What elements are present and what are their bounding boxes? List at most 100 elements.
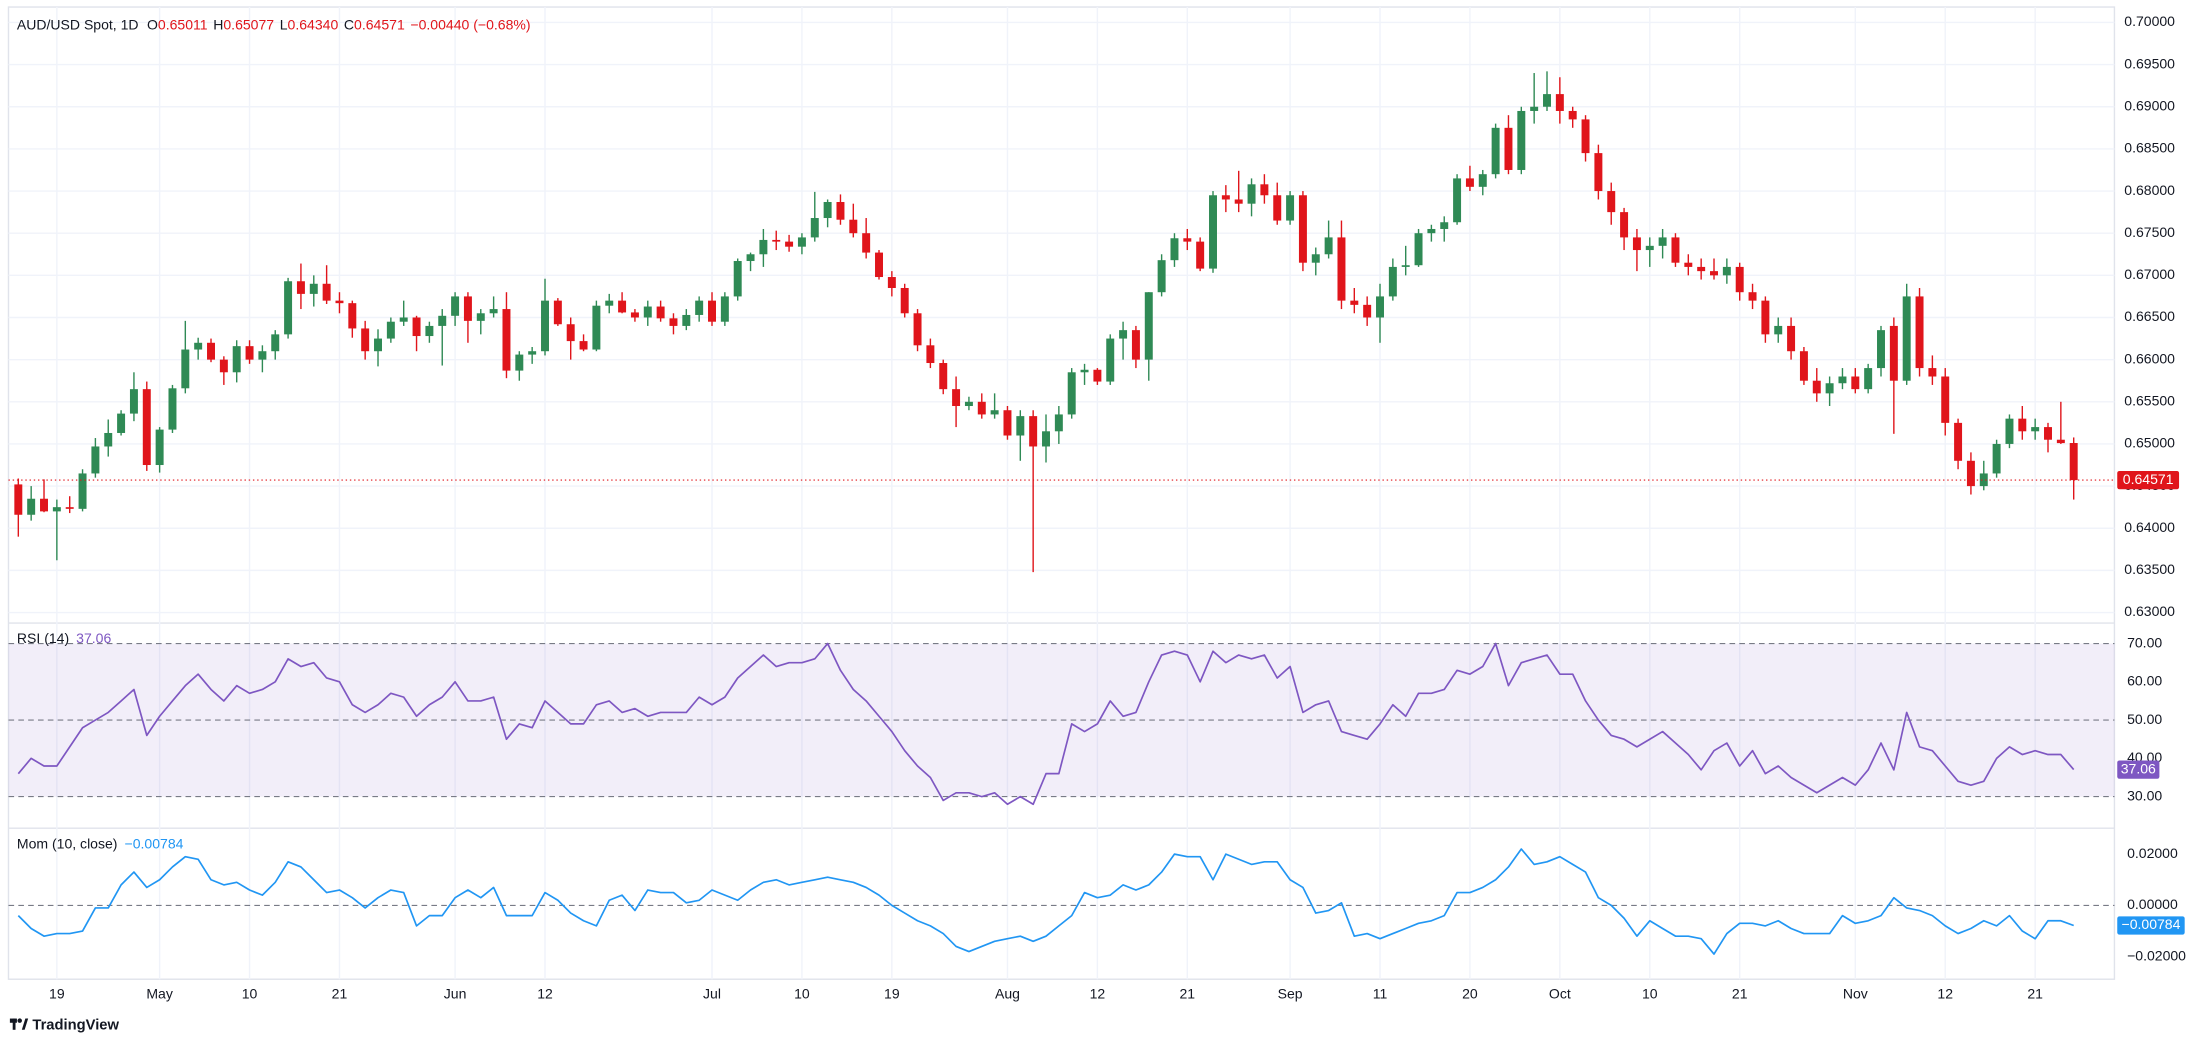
candle-body [1465,178,1474,187]
candle-body [1697,266,1706,272]
candle-body [1324,237,1333,255]
indicator-value: 37.06 [76,630,111,646]
indicator-value-box [2117,760,2160,779]
candle-body [1594,153,1603,192]
candle-body [476,313,485,321]
candle-body [1954,422,1963,461]
indicator-value-box [2117,916,2185,935]
candle-body [566,324,575,342]
candle-body [952,389,961,407]
candle-body [836,202,845,220]
legend-key: C [344,16,354,32]
candle-body [1067,372,1076,415]
candle-body [142,389,151,466]
candle-body [1555,94,1564,111]
candle-body [1722,266,1731,276]
candle-body [1928,368,1937,377]
candle-body [2018,418,2027,432]
y-tick-label: 0.00000 [2127,896,2178,912]
candle-body [194,342,203,350]
candle-body [1144,292,1153,360]
y-tick-label: 70.00 [2127,634,2162,650]
indicator-title: RSI (14) [17,630,69,646]
candle-body [284,281,293,335]
candle-body [271,334,280,352]
x-tick-label: Sep [1278,985,1303,1001]
candle-body [1761,300,1770,335]
candle-body [1581,119,1590,154]
candle-body [348,303,357,329]
candle-body [27,498,36,515]
x-tick-label: 19 [49,985,65,1001]
candle-body [1748,292,1757,301]
y-tick-label: 0.63500 [2124,561,2175,577]
candle-body [1106,338,1115,382]
candle-body [91,446,100,474]
candle-body [1119,330,1128,339]
candle-body [1054,414,1063,432]
y-tick-label: 0.66000 [2124,350,2175,366]
indicator-line [17,642,2075,806]
candle-body [1427,228,1436,234]
candle-body [1042,431,1050,447]
x-tick-label: Oct [1549,985,1571,1001]
y-tick-label: 0.69000 [2124,97,2175,113]
y-tick-label: 0.68000 [2124,182,2175,198]
candle-body [1658,237,1667,246]
candle-body [335,300,344,304]
candle-body [1851,376,1860,390]
x-tick-label: 12 [1937,985,1953,1001]
candle-body [823,202,832,219]
candle-body [258,351,267,360]
candle-body [605,300,614,306]
candle-body [528,351,537,355]
candle-body [1504,127,1513,170]
candle-body [682,314,691,326]
candle-body [1774,325,1783,335]
candle-body [1478,174,1487,187]
legend-key: H [213,16,223,32]
candle-body [1440,222,1449,229]
candle-body [168,388,177,430]
candle-body [772,239,781,242]
x-tick-label: Aug [995,985,1020,1001]
candle-body [1273,195,1282,221]
candle-body [1979,473,1988,487]
candle-body [463,296,472,321]
candle-body [155,429,164,466]
candle-body [1247,184,1256,204]
candle-body [1209,195,1217,269]
candle-body [759,239,768,255]
candle-body [1350,300,1359,305]
candle-body [733,261,742,297]
candle-body [977,401,986,415]
legend-value: 0.65077 [223,16,274,32]
candle-body [1234,199,1243,204]
candle-body [1298,195,1307,263]
brand-logo [9,1018,29,1030]
candle-body [1568,110,1577,120]
candle-body [502,309,511,371]
candle-body [669,318,678,326]
candle-body [2005,418,2014,444]
candle-body [438,315,447,326]
candle-body [1799,351,1808,381]
candle-body [117,413,126,433]
candle-body [1311,254,1320,263]
indicator-legend: RSI (14) 37.06 [17,630,112,646]
indicator-line [17,848,2074,955]
candle-body [412,317,421,337]
x-tick-label: 10 [242,985,258,1001]
x-tick-label: 21 [332,985,348,1001]
x-tick-label: 12 [1090,985,1106,1001]
candle-body [1787,325,1796,352]
x-tick-label: 12 [537,985,553,1001]
candle-body [1093,369,1102,382]
candle-body [1632,237,1641,251]
candle-body [926,345,935,364]
candle-body [1016,416,1025,436]
candle-body [1735,266,1744,293]
candle-body [1388,266,1397,297]
candle-body [1710,271,1718,276]
